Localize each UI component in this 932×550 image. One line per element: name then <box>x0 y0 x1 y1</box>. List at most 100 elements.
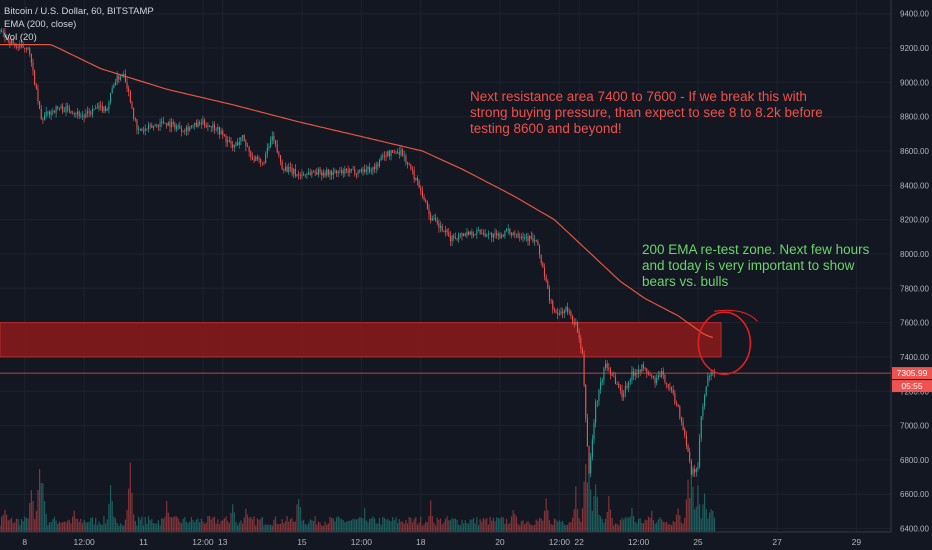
candle-body <box>359 169 361 171</box>
volume-bar <box>248 517 250 532</box>
candle-body <box>182 130 184 132</box>
candle-body <box>134 118 136 120</box>
candle-body <box>253 159 255 161</box>
volume-bar <box>672 521 674 532</box>
candle-body <box>671 387 673 391</box>
volume-bar <box>276 523 278 532</box>
candle-body <box>108 102 110 110</box>
candle-body <box>217 127 219 130</box>
candle-body <box>185 127 187 132</box>
candle-body <box>342 170 344 174</box>
candle-body <box>75 113 77 115</box>
volume-bar <box>689 498 691 532</box>
candle-body <box>672 390 674 394</box>
volume-bar <box>307 522 310 532</box>
volume-bar <box>42 483 44 532</box>
candle-body <box>319 169 321 172</box>
volume-bar <box>129 462 131 532</box>
volume-bar <box>91 517 93 532</box>
candle-body <box>524 237 526 239</box>
volume-bar <box>530 525 532 532</box>
volume-bar <box>327 523 329 532</box>
ema-note-line-2: and today is very important to show <box>642 258 855 273</box>
volume-bar <box>126 509 128 532</box>
candle-body <box>251 157 253 160</box>
volume-bar <box>20 519 23 532</box>
volume-bar <box>6 514 8 532</box>
candle-body <box>20 45 22 46</box>
annotation-circle-layer <box>697 309 758 376</box>
symbol-title[interactable]: Bitcoin / U.S. Dollar, 60, BITSTAMP <box>4 6 154 17</box>
candle-body <box>48 111 51 115</box>
candle-body <box>296 174 298 176</box>
volume-bar <box>354 519 356 532</box>
candle-body <box>341 170 343 173</box>
volume-bar <box>322 525 324 532</box>
volume-bar <box>39 468 41 532</box>
candle-body <box>278 152 280 156</box>
volume-bar <box>230 512 232 532</box>
candle-body <box>111 88 113 94</box>
volume-bar <box>519 525 521 532</box>
candle-body <box>339 172 341 173</box>
volume-legend[interactable]: Vol (20) <box>4 32 37 43</box>
time-axis-panel[interactable] <box>0 532 891 550</box>
volume-bar <box>103 516 105 532</box>
volume-bar <box>311 520 313 532</box>
candle-body <box>154 125 156 127</box>
candle-body <box>240 137 242 142</box>
volume-bar <box>464 520 466 532</box>
volume-bar <box>644 519 646 532</box>
volume-bar <box>85 522 87 532</box>
volume-bar <box>576 509 579 532</box>
volume-bar <box>581 508 584 532</box>
volume-bar <box>529 523 531 532</box>
volume-bar <box>63 521 65 532</box>
volume-bar <box>512 510 514 532</box>
time-tick-label: 12:00 <box>192 537 214 547</box>
time-axis: 8 12:00 11 12:00 13 15 12:00 18 20 12:00 22 12:00 25… <box>22 537 861 547</box>
candle-body <box>477 230 480 231</box>
candle-body <box>213 124 216 130</box>
volume-bar <box>618 525 620 532</box>
candle-body <box>177 126 179 127</box>
volume-bar <box>413 519 415 532</box>
candle-body <box>126 82 128 89</box>
volume-bar <box>48 522 51 532</box>
candle-body <box>299 175 301 176</box>
volume-bar <box>405 519 407 532</box>
candle-body <box>324 172 326 176</box>
candle-body <box>273 136 275 141</box>
volume-bar <box>347 520 349 532</box>
volume-bar <box>406 523 409 532</box>
candle-body <box>501 235 503 238</box>
volume-bar <box>479 518 481 532</box>
candle-body <box>317 169 319 175</box>
candle-body <box>80 115 82 117</box>
volume-bar <box>227 520 229 532</box>
candle-body <box>390 150 392 156</box>
volume-bar <box>448 520 450 532</box>
candle-body <box>393 152 395 154</box>
candle-body <box>596 400 598 403</box>
candle-body <box>321 171 323 176</box>
ema-legend[interactable]: EMA (200, close) <box>4 19 76 30</box>
candle-body <box>24 47 26 49</box>
volume-bar <box>121 524 123 532</box>
volume-bar <box>367 522 369 532</box>
candle-body <box>301 174 303 176</box>
candle-body <box>281 161 283 170</box>
candle-body <box>605 363 607 369</box>
candle-body <box>664 374 666 383</box>
candle-body <box>388 151 390 156</box>
price-axis-panel[interactable] <box>891 0 932 550</box>
volume-bar <box>387 518 389 532</box>
candle-body <box>468 231 470 235</box>
volume-bar <box>695 506 697 532</box>
candle-body <box>52 111 54 113</box>
volume-bar <box>642 523 645 532</box>
candle-body <box>534 240 536 242</box>
candle-body <box>387 151 389 157</box>
candle-body <box>576 322 579 333</box>
volume-bar <box>256 518 258 532</box>
